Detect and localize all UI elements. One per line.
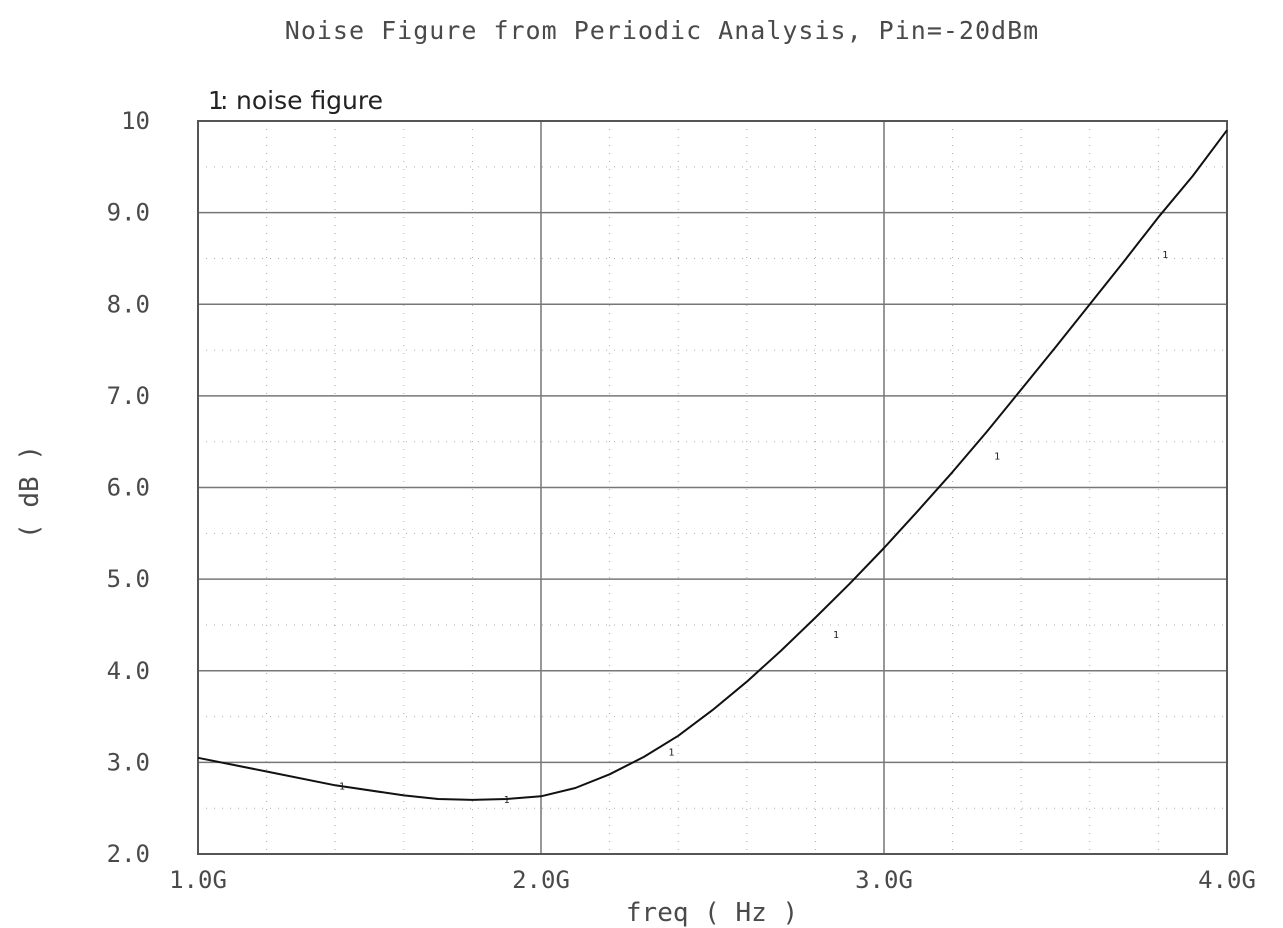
legend: 1 : noise figure	[208, 86, 383, 115]
y-tick-label: 10	[121, 107, 150, 135]
y-tick-label: 2.0	[107, 840, 150, 868]
legend-colon: :	[220, 86, 228, 115]
x-tick-label: 3.0G	[855, 866, 913, 894]
x-tick-label: 1.0G	[169, 866, 227, 894]
y-tick-label: 3.0	[107, 748, 150, 776]
tick-labels: 1.0G 2.0G 3.0G 4.0G 2.0 3.0 4.0 5.0 6.0 7.0 8.0 9.0…	[107, 107, 1256, 894]
series-marker: 1	[833, 630, 839, 641]
series-line-noise-figure	[198, 130, 1227, 800]
series: 1 1 1 1 1 1	[198, 130, 1227, 806]
y-tick-label: 6.0	[107, 474, 150, 502]
y-tick-label: 4.0	[107, 657, 150, 685]
x-tick-label: 2.0G	[512, 866, 570, 894]
y-tick-label: 7.0	[107, 382, 150, 410]
series-marker: 1	[668, 747, 674, 758]
y-tick-label: 5.0	[107, 565, 150, 593]
grid	[198, 121, 1227, 854]
series-marker: 1	[504, 795, 510, 806]
series-marker: 1	[339, 781, 345, 792]
series-marker: 1	[994, 451, 1000, 462]
y-tick-label: 9.0	[107, 199, 150, 227]
x-tick-label: 4.0G	[1198, 866, 1256, 894]
series-marker: 1	[1162, 250, 1168, 261]
y-axis-label: ( dB )	[15, 445, 45, 539]
y-tick-label: 8.0	[107, 290, 150, 318]
x-axis-label: freq ( Hz )	[626, 898, 798, 928]
chart-title: Noise Figure from Periodic Analysis, Pin…	[285, 16, 1039, 45]
legend-entry-noise-figure: noise figure	[236, 86, 383, 115]
